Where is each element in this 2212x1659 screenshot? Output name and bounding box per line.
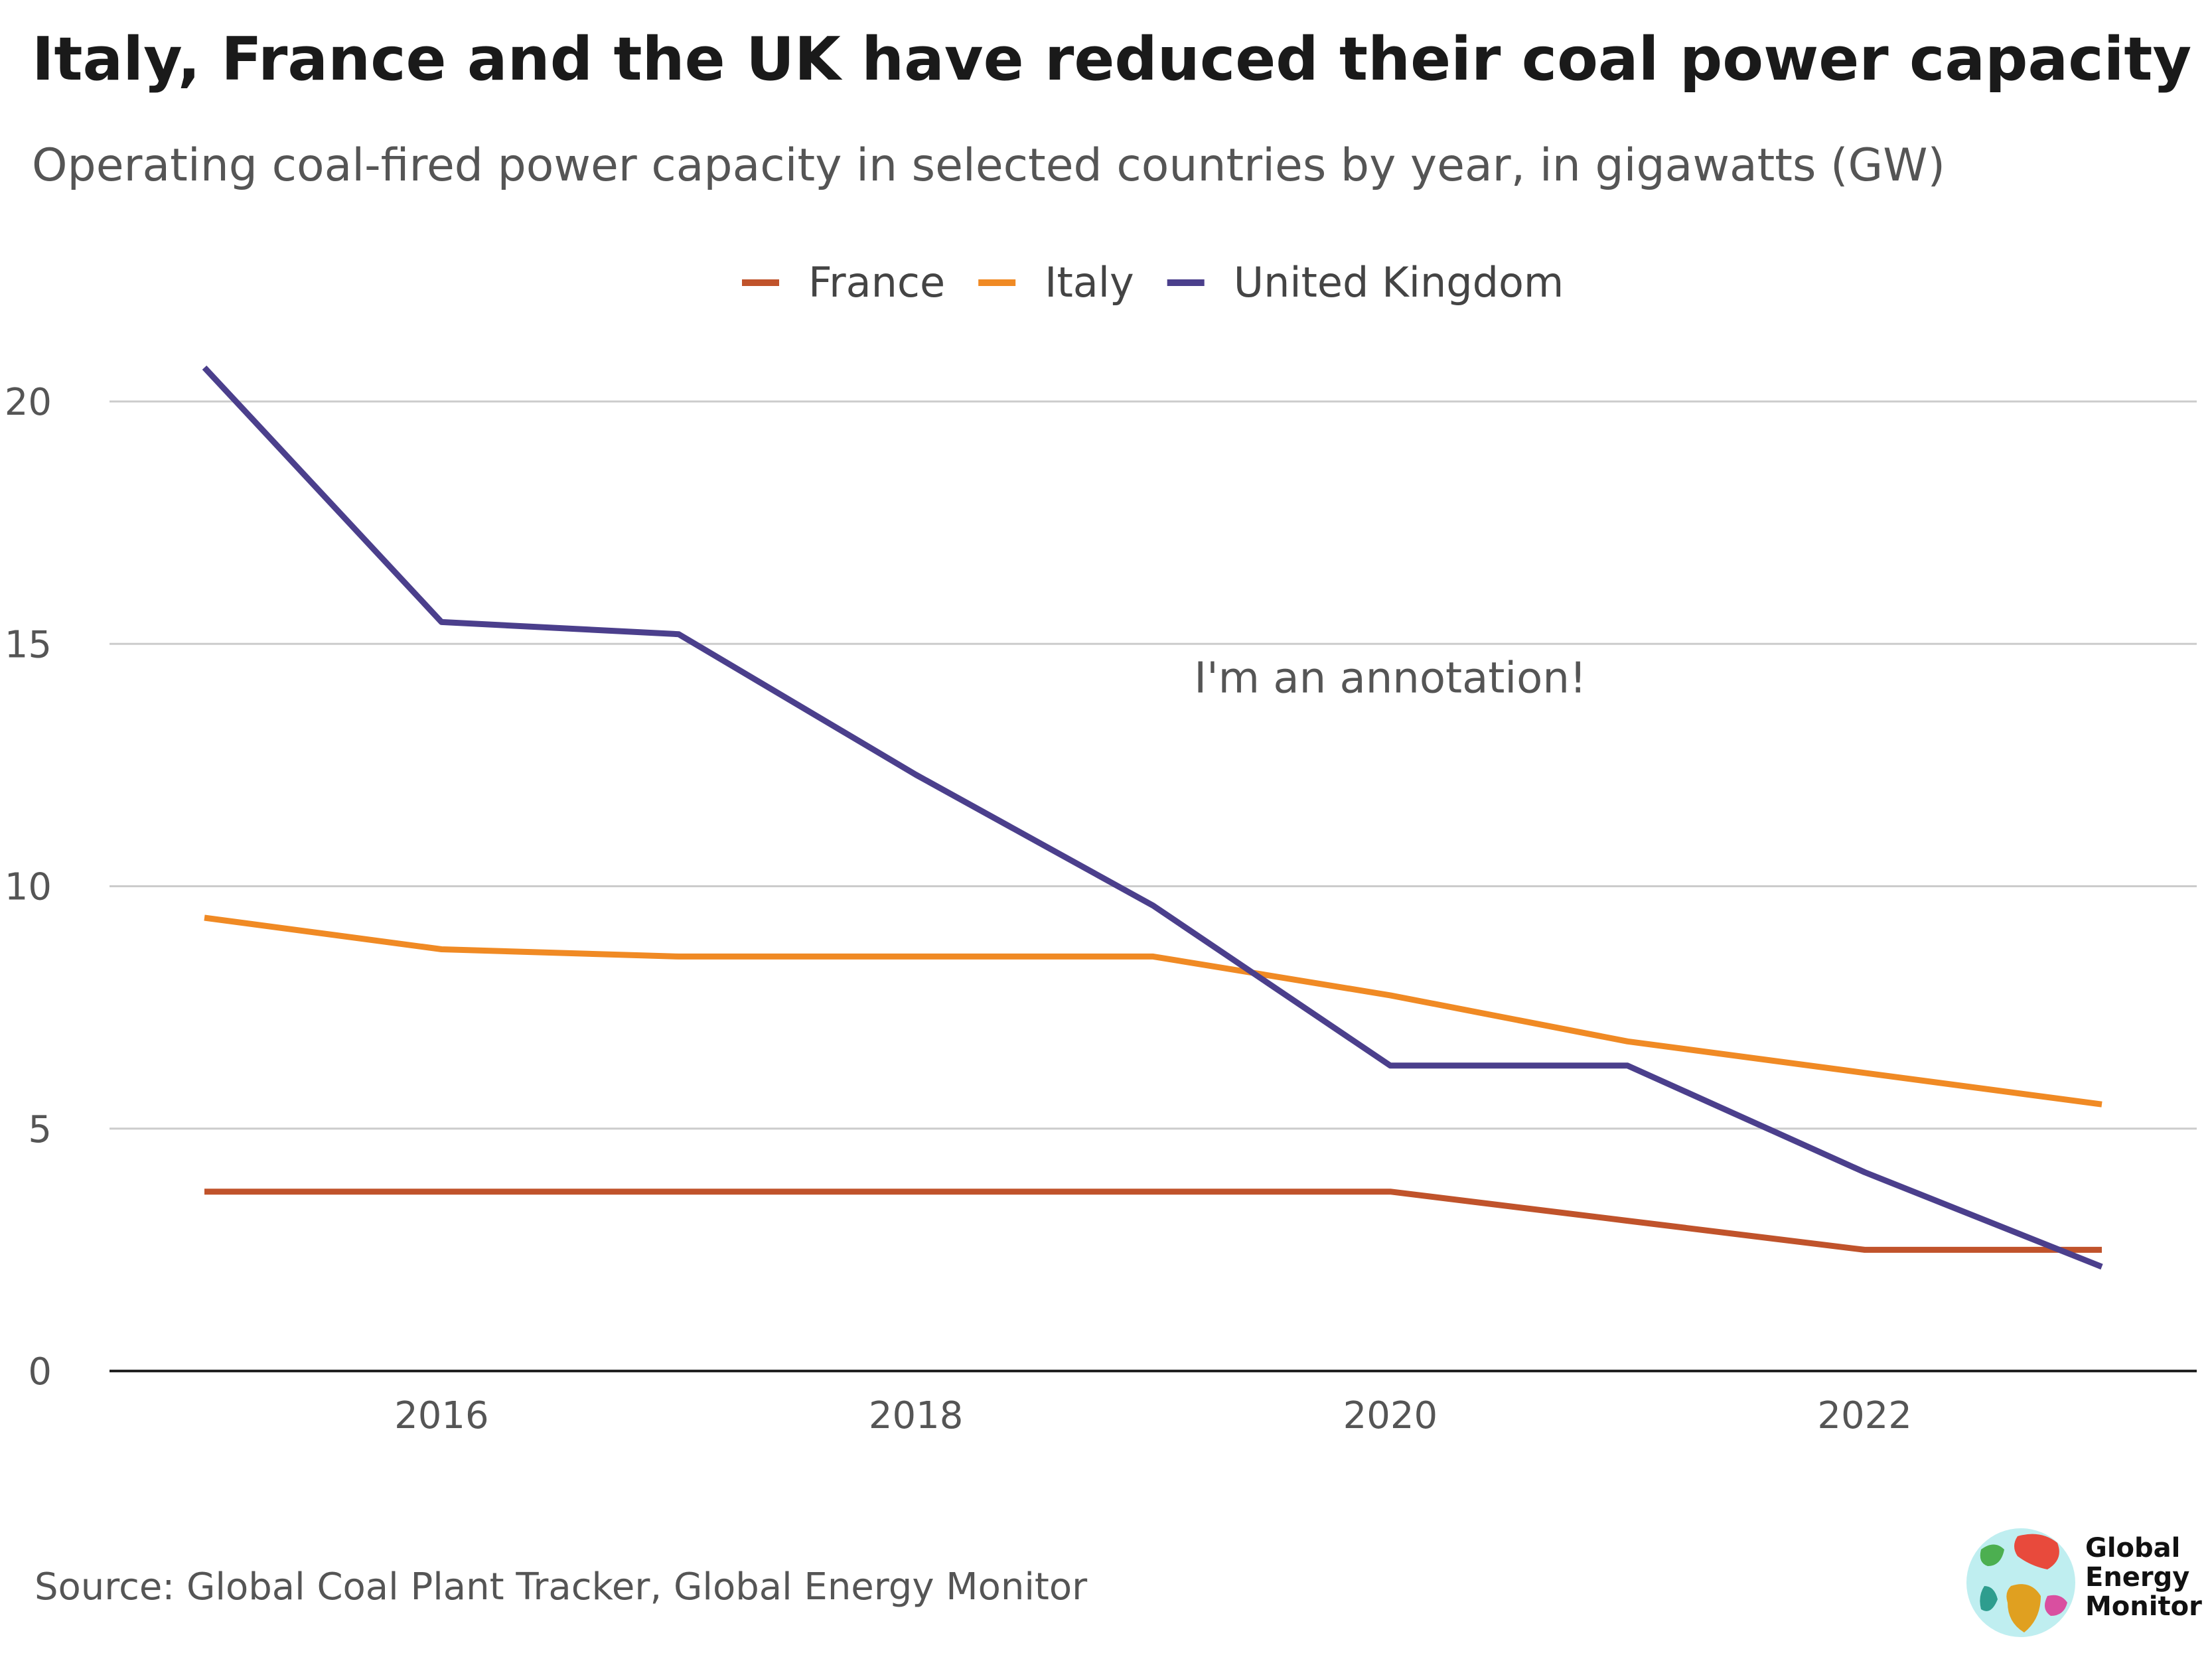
chart-subtitle: Operating coal-fired power capacity in s… <box>32 139 1945 192</box>
chart-title: Italy, France and the UK have reduced th… <box>32 25 2191 94</box>
y-tick-label-0: 0 <box>28 1350 52 1394</box>
x-tick-label-2016: 2016 <box>394 1394 489 1437</box>
globe-icon <box>1966 1528 2075 1637</box>
legend-label-france: France <box>808 258 945 307</box>
gridlines <box>110 400 2197 1130</box>
x-tick-label-2018: 2018 <box>869 1394 964 1437</box>
y-tick-label-10: 10 <box>5 866 52 909</box>
series-lines <box>202 365 2103 1270</box>
global-energy-monitor-logo: Global Energy Monitor <box>1966 1528 2202 1637</box>
logo-text-line1: Global <box>2085 1533 2180 1563</box>
series-line-france <box>204 1189 2102 1253</box>
y-tick-label-5: 5 <box>28 1108 52 1151</box>
chart-annotation: I'm an annotation! <box>1194 654 1586 703</box>
x-tick-label-2022: 2022 <box>1817 1394 1912 1437</box>
x-axis-ticks: 2016 2018 2020 2022 <box>394 1394 1912 1437</box>
y-tick-label-20: 20 <box>5 381 52 424</box>
series-line-united-kingdom <box>202 365 2103 1270</box>
source-note: Source: Global Coal Plant Tracker, Globa… <box>35 1565 1088 1609</box>
series-line-italy <box>204 914 2102 1108</box>
x-tick-label-2020: 2020 <box>1343 1394 1438 1437</box>
legend-label-united-kingdom: United Kingdom <box>1234 258 1564 307</box>
legend-label-italy: Italy <box>1045 258 1134 307</box>
y-tick-label-15: 15 <box>5 623 52 666</box>
legend: France Italy United Kingdom <box>742 258 1564 307</box>
logo-text-line2: Energy <box>2085 1562 2189 1593</box>
y-axis-ticks: 0 5 10 15 20 <box>5 381 52 1394</box>
logo-text-line3: Monitor <box>2085 1591 2202 1622</box>
